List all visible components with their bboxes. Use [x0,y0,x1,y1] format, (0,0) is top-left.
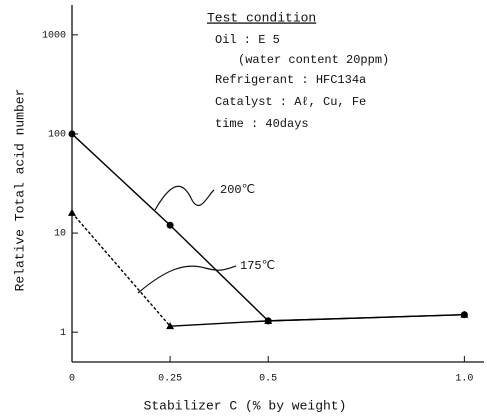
y-tick-label: 100 [48,130,66,141]
line-segment [71,212,171,327]
marker [166,322,175,330]
annotation: time : 40days [215,117,309,131]
marker [68,130,76,138]
marker [460,310,469,318]
marker [68,208,76,216]
line-segment [169,224,269,322]
annotation: Catalyst : Aℓ, Cu, Fe [215,95,366,109]
callout-curve [154,185,215,211]
marker [264,316,273,324]
annotation: Oil : E 5 [215,33,280,47]
y-tick-label: 1000 [42,30,66,41]
y-tick-label: 10 [54,229,66,240]
series-label: 200℃ [220,183,255,197]
callout-curve [137,265,237,294]
line-segment [170,320,269,327]
annotation-title: Test condition [207,10,316,25]
x-tick-label: 0 [69,374,75,385]
marker [166,221,174,229]
x-axis-label: Stabilizer C (% by weight) [144,398,347,413]
x-tick-label: 0.5 [259,374,277,385]
line-segment [268,314,465,322]
series-label: 175℃ [240,259,275,273]
annotation: (water content 20ppm) [238,53,389,67]
y-axis-label: Relative Total acid number [12,89,27,292]
line-segment [71,133,171,226]
x-tick-label: 0.25 [158,374,182,385]
y-tick-label: 1 [60,328,66,339]
annotation: Refrigerant : HFC134a [215,73,366,87]
x-tick-label: 1.0 [455,374,473,385]
